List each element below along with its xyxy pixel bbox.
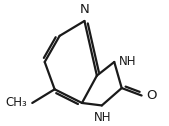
- Text: NH: NH: [119, 55, 137, 68]
- Text: N: N: [80, 3, 89, 16]
- Text: O: O: [146, 89, 157, 102]
- Text: NH: NH: [94, 111, 112, 124]
- Text: CH₃: CH₃: [5, 97, 27, 109]
